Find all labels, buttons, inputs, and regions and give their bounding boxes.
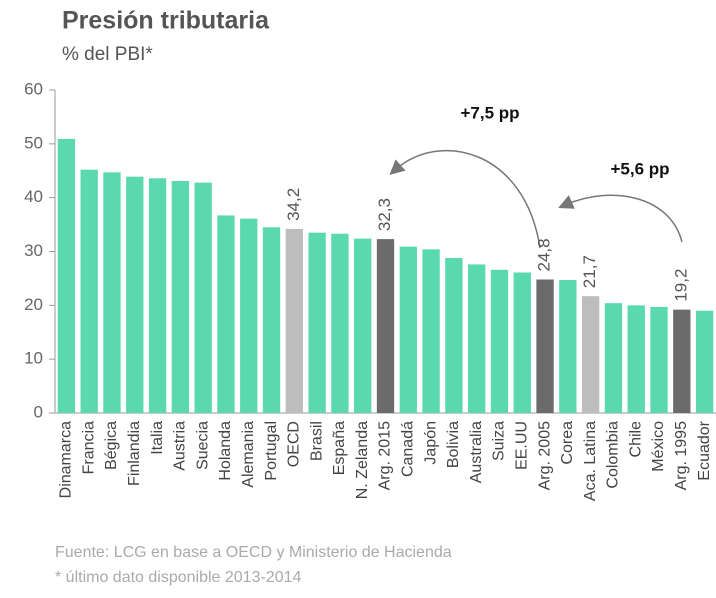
y-tick-label: 60 — [24, 79, 43, 98]
x-tick-label: Arg. 1995 — [673, 421, 690, 490]
value-label: 32,3 — [375, 198, 394, 231]
bar — [559, 280, 577, 413]
bar — [262, 227, 281, 413]
x-tick-label: Japón — [422, 421, 439, 465]
y-tick-label: 50 — [24, 133, 43, 152]
bar — [240, 218, 258, 413]
x-tick-label: Brasil — [308, 421, 325, 461]
bar — [103, 172, 121, 413]
y-tick-label: 0 — [34, 402, 43, 421]
bar — [217, 215, 235, 413]
x-tick-label: N. Zelanda — [354, 421, 371, 499]
note: * último dato disponible 2013-2014 — [55, 569, 302, 586]
bar — [126, 176, 144, 413]
y-tick-label: 40 — [24, 187, 43, 206]
bar — [331, 233, 349, 413]
x-tick-label: Austria — [172, 421, 189, 471]
bar — [673, 309, 691, 413]
value-label: 19,2 — [671, 269, 690, 302]
bar — [627, 305, 645, 413]
bar — [490, 269, 509, 413]
bar — [399, 246, 417, 413]
y-tick-label: 30 — [24, 241, 43, 260]
bar — [445, 257, 463, 413]
x-tick-label: Arg. 2005 — [536, 421, 553, 490]
y-tick-label: 10 — [24, 349, 43, 368]
bar — [695, 310, 714, 413]
bar — [171, 180, 190, 413]
x-tick-label: Corea — [559, 421, 576, 465]
bar — [376, 239, 395, 413]
annotation: +5,6 pp — [610, 159, 669, 178]
x-tick-label: México — [650, 421, 667, 472]
chart-title: Presión tributaria — [62, 7, 270, 35]
x-tick-label: Francia — [80, 421, 97, 474]
x-tick-label: Italia — [149, 421, 166, 455]
annotation: +7,5 pp — [460, 103, 519, 122]
x-tick-label: Dinamarca — [58, 421, 75, 498]
x-tick-label: Alemania — [240, 421, 257, 488]
value-label: 21,7 — [580, 255, 599, 288]
bar — [468, 264, 486, 413]
value-label: 24,8 — [535, 238, 554, 271]
x-tick-label: Bégica — [103, 421, 120, 470]
x-tick-label: Australia — [468, 421, 485, 483]
arrow — [389, 149, 541, 249]
x-tick-label: Suiza — [491, 421, 508, 461]
x-tick-label: Portugal — [263, 421, 280, 481]
x-tick-label: Colombia — [605, 421, 622, 489]
bar — [650, 306, 668, 413]
source: Fuente: LCG en base a OECD y Ministerio … — [55, 544, 452, 561]
bar — [194, 182, 212, 413]
x-tick-label: Chile — [627, 421, 644, 458]
arrow — [558, 194, 683, 243]
value-label: 34,2 — [284, 188, 303, 221]
bar — [422, 249, 440, 413]
bar — [581, 296, 600, 413]
x-tick-label: Ecuador — [696, 420, 713, 480]
bar — [513, 272, 531, 413]
x-tick-label: OECD — [286, 421, 303, 467]
bar — [148, 178, 167, 413]
y-tick-label: 20 — [24, 295, 43, 314]
x-tick-label: Holanda — [217, 421, 234, 481]
bar — [80, 169, 98, 413]
x-tick-label: EE.UU — [513, 421, 530, 470]
bar — [285, 228, 303, 413]
bar — [354, 238, 372, 413]
bar — [308, 232, 326, 413]
bar — [536, 279, 554, 413]
x-tick-label: Suecia — [194, 421, 211, 470]
chart-subtitle: % del PBI* — [62, 44, 153, 65]
bar — [57, 138, 76, 413]
x-tick-label: Bolivia — [445, 421, 462, 468]
x-tick-label: Arg. 2015 — [377, 421, 394, 490]
x-tick-label: Finlandia — [126, 421, 143, 486]
x-tick-label: Aca. Latina — [582, 421, 599, 501]
x-tick-label: Canadá — [400, 421, 417, 477]
bar — [604, 303, 623, 413]
x-tick-label: España — [331, 421, 348, 475]
